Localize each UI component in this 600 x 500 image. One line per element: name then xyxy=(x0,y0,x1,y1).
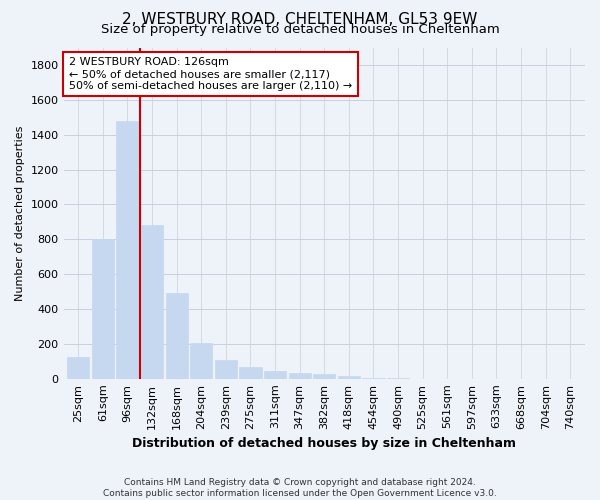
Bar xyxy=(67,357,89,379)
Bar xyxy=(141,226,163,379)
Text: Contains HM Land Registry data © Crown copyright and database right 2024.
Contai: Contains HM Land Registry data © Crown c… xyxy=(103,478,497,498)
Bar xyxy=(264,371,286,379)
Y-axis label: Number of detached properties: Number of detached properties xyxy=(15,126,25,301)
Bar xyxy=(313,374,335,379)
Bar xyxy=(190,343,212,379)
Bar xyxy=(116,120,139,379)
X-axis label: Distribution of detached houses by size in Cheltenham: Distribution of detached houses by size … xyxy=(132,437,516,450)
Bar xyxy=(166,294,188,379)
Text: 2, WESTBURY ROAD, CHELTENHAM, GL53 9EW: 2, WESTBURY ROAD, CHELTENHAM, GL53 9EW xyxy=(122,12,478,28)
Bar xyxy=(215,360,237,379)
Text: Size of property relative to detached houses in Cheltenham: Size of property relative to detached ho… xyxy=(101,22,499,36)
Bar xyxy=(362,378,385,379)
Bar xyxy=(338,376,360,379)
Text: 2 WESTBURY ROAD: 126sqm
← 50% of detached houses are smaller (2,117)
50% of semi: 2 WESTBURY ROAD: 126sqm ← 50% of detache… xyxy=(69,58,352,90)
Bar xyxy=(289,372,311,379)
Bar xyxy=(92,240,114,379)
Bar xyxy=(239,368,262,379)
